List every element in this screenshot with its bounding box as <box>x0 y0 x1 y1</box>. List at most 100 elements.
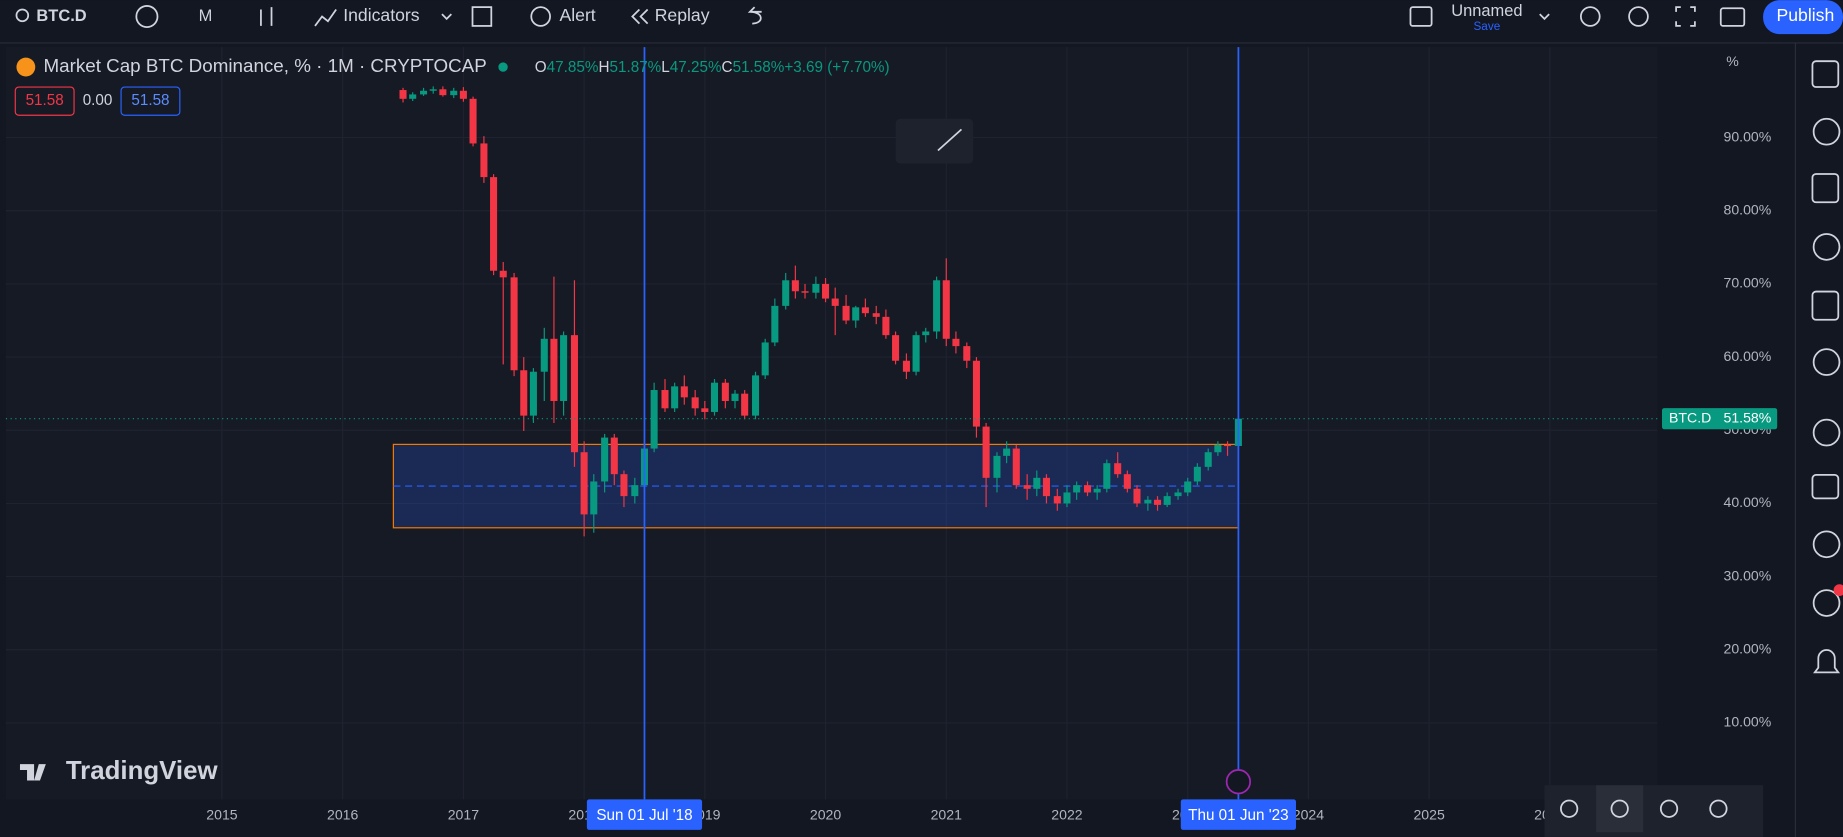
box-buy-value: 51.58 <box>131 92 169 109</box>
candle-body <box>450 90 458 96</box>
x-tick-label: 2024 <box>1293 806 1325 822</box>
snapshot[interactable] <box>1719 7 1746 27</box>
calendar[interactable] <box>1811 290 1840 321</box>
plot <box>5 47 1658 800</box>
candle-body <box>861 307 869 314</box>
watchlist[interactable] <box>1811 60 1840 88</box>
vertical-line-label: Thu 01 Jun '23 <box>1188 807 1289 824</box>
save[interactable]: Save <box>1473 20 1500 33</box>
candle-body <box>459 90 467 99</box>
box-spread: 0.00 <box>83 92 113 109</box>
x-tick-label: 2016 <box>327 806 359 822</box>
candle-body <box>710 382 719 412</box>
candle-body <box>1063 492 1071 504</box>
ideas[interactable] <box>1812 348 1841 376</box>
x-tick-label: 2021 <box>931 806 963 822</box>
layout-name[interactable]: Unnamed <box>1451 2 1522 20</box>
candle-body <box>1214 444 1222 453</box>
candle-body <box>963 346 971 361</box>
chats[interactable] <box>1811 474 1840 500</box>
candle-body <box>822 283 830 299</box>
candle-body <box>1163 496 1171 505</box>
candle-body <box>540 338 548 372</box>
interval[interactable]: M <box>199 7 213 25</box>
candle-body <box>771 305 779 343</box>
alerts-panel[interactable] <box>1812 117 1841 146</box>
ohlc-value: 51.58% <box>733 59 785 76</box>
event-marker <box>1225 769 1252 795</box>
candle-body <box>1103 463 1111 489</box>
vertical-line-label-box <box>586 799 703 830</box>
alert[interactable]: Alert <box>559 5 595 25</box>
candle-body <box>1153 499 1162 505</box>
replay-panel[interactable] <box>1812 589 1841 617</box>
indicators[interactable]: Indicators <box>343 5 420 25</box>
candle-body <box>972 360 980 427</box>
quick-search[interactable] <box>1580 6 1601 27</box>
symbol[interactable]: BTC.D <box>36 7 86 25</box>
replay-icon <box>631 8 649 25</box>
chart-type[interactable] <box>260 7 273 26</box>
candle-body <box>1114 463 1122 475</box>
bottom-panel-icon <box>1709 799 1728 818</box>
candle-body <box>872 313 880 317</box>
candle-body <box>1174 492 1182 497</box>
tips[interactable] <box>1812 530 1841 559</box>
candle-body <box>610 437 618 475</box>
candle-body <box>661 390 669 409</box>
layout-icon[interactable] <box>1409 6 1433 27</box>
ohlc-value: 47.25% <box>670 59 722 76</box>
last-price-label: 51.58% <box>1723 409 1771 425</box>
streams[interactable] <box>1812 418 1841 447</box>
candle-body <box>650 390 658 449</box>
settings[interactable] <box>1628 6 1649 27</box>
box-sell-value: 51.58 <box>26 92 64 109</box>
candle-body <box>1123 474 1131 489</box>
plot-area <box>5 47 1658 800</box>
layout-dropdown[interactable] <box>1539 13 1550 21</box>
y-tick-label: 20.00% <box>1723 640 1771 656</box>
ohlc-key: C <box>722 59 733 76</box>
candle-body <box>1042 477 1050 497</box>
layouts[interactable] <box>471 6 493 27</box>
dropdown[interactable] <box>441 13 452 21</box>
notification-dot <box>1833 584 1843 596</box>
notifications[interactable] <box>1813 649 1841 674</box>
axis-unit: % <box>1726 53 1739 69</box>
y-tick-label: 90.00% <box>1723 128 1771 144</box>
candle-body <box>752 375 760 416</box>
symbol-logo <box>16 57 36 77</box>
add-symbol[interactable] <box>135 5 159 28</box>
publish[interactable]: Publish <box>1776 5 1834 25</box>
data-window[interactable] <box>1811 173 1840 204</box>
toolbar <box>0 0 1843 43</box>
fullscreen[interactable] <box>1675 6 1696 27</box>
candle-body <box>590 481 598 515</box>
candle-body <box>902 360 910 372</box>
hotlists[interactable] <box>1812 233 1841 261</box>
bottom-panel-icon <box>1610 799 1629 818</box>
y-tick-label: 40.00% <box>1723 494 1771 510</box>
candle-body <box>1144 499 1152 504</box>
ohlc-change: +3.69 (+7.70%) <box>784 59 889 76</box>
bottom-panel-icon <box>1659 799 1679 818</box>
candle-body <box>982 426 990 478</box>
bottom-panel-active <box>1596 785 1644 833</box>
candle-body <box>741 393 749 416</box>
candle-body <box>882 316 890 336</box>
undo[interactable] <box>747 6 762 25</box>
candle-body <box>993 455 1001 478</box>
candle-body <box>620 474 628 497</box>
candle-body <box>831 298 839 306</box>
box-buy <box>120 86 181 116</box>
replay[interactable]: Replay <box>655 5 710 25</box>
ohlc-key: L <box>661 59 670 76</box>
candle-body <box>480 143 488 178</box>
x-tick-label: 2015 <box>206 806 238 822</box>
publish-button[interactable] <box>1763 0 1843 35</box>
candle-body <box>1193 466 1201 482</box>
candle-body <box>912 335 920 372</box>
x-tick-label: 2017 <box>448 806 480 822</box>
last-price-box <box>1661 408 1778 430</box>
